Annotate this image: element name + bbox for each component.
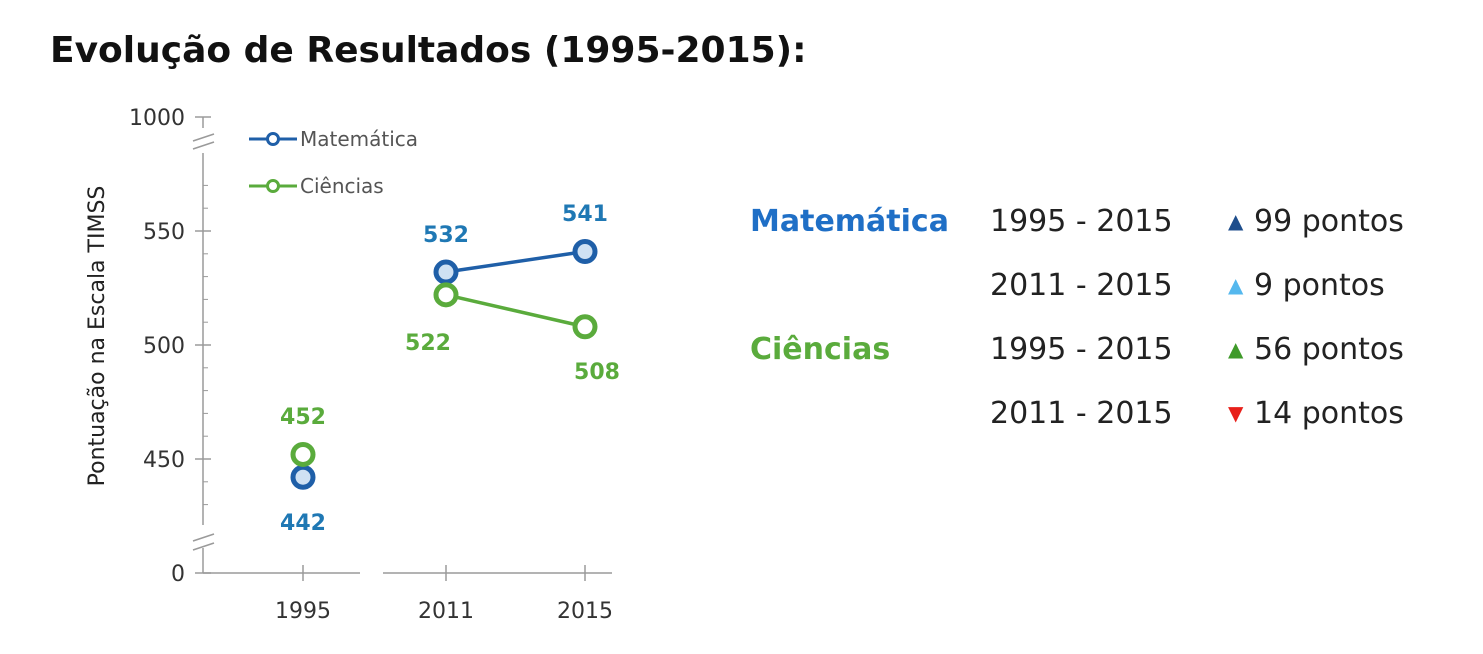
change-text: 99 pontos [1254, 204, 1404, 239]
summary-row-science-2011-2015: 2011 - 2015 ▼ 14 pontos [750, 390, 1450, 454]
data-label: 442 [280, 511, 326, 536]
page-title: Evolução de Resultados (1995-2015): [50, 30, 807, 71]
data-point [572, 314, 598, 340]
series-line [445, 293, 586, 329]
data-point [290, 441, 316, 467]
results-summary: Matemática 1995 - 2015 ▲ 99 pontos 2011 -… [750, 198, 1450, 454]
arrow-up-icon: ▲ [1228, 273, 1244, 297]
subject-label-math: Matemática [750, 204, 949, 239]
change-value: ▼ 14 pontos [1228, 396, 1404, 431]
timss-line-chart: 0 450 500 550 1000 Pontuação na Escala TIMSS 1… [85, 106, 620, 624]
x-tick-label: 2011 [418, 599, 474, 624]
summary-row-math-1995-2015: Matemática 1995 - 2015 ▲ 99 pontos [750, 198, 1450, 262]
summary-row-math-2011-2015: 2011 - 2015 ▲ 9 pontos [750, 262, 1450, 326]
change-value: ▲ 9 pontos [1228, 268, 1385, 303]
y-tick-label: 450 [143, 448, 185, 473]
data-point [572, 239, 598, 265]
period-label: 2011 - 2015 [990, 268, 1173, 303]
data-label: 452 [280, 405, 326, 430]
x-tick-label: 2015 [557, 599, 613, 624]
data-point [290, 464, 316, 490]
data-label: 508 [574, 360, 620, 385]
axis-break-mark [192, 533, 215, 542]
subject-label-science: Ciências [750, 332, 891, 367]
arrow-up-icon: ▲ [1228, 337, 1244, 361]
period-label: 1995 - 2015 [990, 332, 1173, 367]
data-label: 541 [562, 202, 608, 227]
period-label: 1995 - 2015 [990, 204, 1173, 239]
period-label: 2011 - 2015 [990, 396, 1173, 431]
data-point [433, 282, 459, 308]
axis-break-mark [192, 141, 215, 150]
y-tick-label: 500 [143, 334, 185, 359]
legend-marker [266, 179, 280, 193]
axis-break-mark [192, 133, 215, 142]
arrow-down-icon: ▼ [1228, 401, 1244, 425]
legend-label: Ciências [300, 174, 384, 198]
change-text: 14 pontos [1254, 396, 1404, 431]
data-label: 532 [423, 223, 469, 248]
change-text: 56 pontos [1254, 332, 1404, 367]
x-tick-label: 1995 [275, 599, 331, 624]
y-tick-label: 550 [143, 220, 185, 245]
legend-marker [266, 132, 280, 146]
data-label: 522 [405, 331, 451, 356]
series-line [445, 249, 586, 274]
summary-row-science-1995-2015: Ciências 1995 - 2015 ▲ 56 pontos [750, 326, 1450, 390]
y-axis-title: Pontuação na Escala TIMSS [85, 186, 110, 487]
arrow-up-icon: ▲ [1228, 209, 1244, 233]
change-value: ▲ 56 pontos [1228, 332, 1404, 367]
y-tick-label: 0 [171, 562, 185, 587]
y-tick-label: 1000 [129, 106, 185, 131]
data-point [433, 259, 459, 285]
change-text: 9 pontos [1254, 268, 1385, 303]
change-value: ▲ 99 pontos [1228, 204, 1404, 239]
legend-label: Matemática [300, 127, 418, 151]
axis-break-mark [192, 542, 215, 551]
